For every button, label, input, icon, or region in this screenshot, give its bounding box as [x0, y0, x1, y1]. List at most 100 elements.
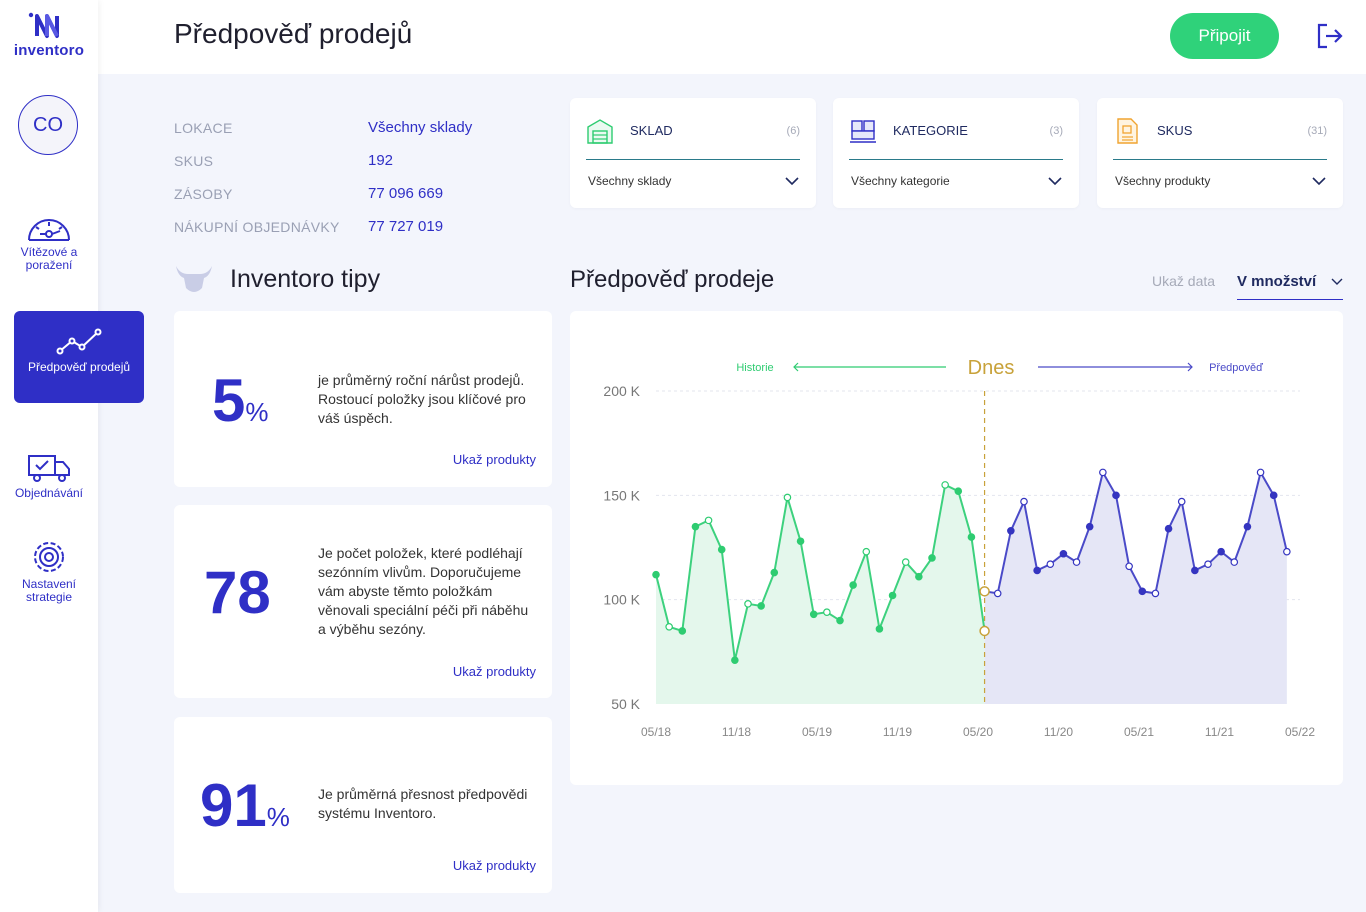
history-point — [783, 493, 792, 502]
logo[interactable]: inventoro — [0, 10, 98, 59]
y-tick-label: 200 K — [603, 383, 640, 399]
filter-skus: SKUS (31) Všechny produkty — [1097, 98, 1343, 208]
info-label: LOKACE — [174, 119, 233, 136]
show-products-link[interactable]: Ukaž produkty — [452, 858, 536, 873]
warehouse-select[interactable]: Všechny sklady — [588, 174, 800, 188]
forecast-point — [1033, 566, 1041, 575]
history-point — [875, 625, 884, 633]
history-point — [678, 627, 687, 635]
history-arrow-head — [793, 362, 799, 372]
history-point — [888, 591, 897, 600]
connect-button[interactable]: Připojit — [1170, 13, 1279, 59]
logo-text: inventoro — [13, 42, 85, 59]
forecast-point — [1112, 491, 1120, 500]
tip-text: Je počet položek, které podléhají sezónn… — [318, 545, 529, 637]
x-tick-label: 05/18 — [641, 725, 671, 739]
bull-head-icon — [176, 266, 212, 292]
page-title: Předpověď prodejů — [174, 18, 413, 49]
show-data-label: Ukaž data — [1152, 273, 1216, 289]
skus-select[interactable]: Všechny produkty — [1115, 174, 1327, 188]
history-point — [901, 558, 910, 566]
chevron-down-icon — [1048, 177, 1062, 186]
filter-header: SKLAD (6) — [586, 114, 800, 160]
show-data-select[interactable]: V množství — [1237, 264, 1343, 300]
history-label: Historie — [736, 362, 773, 374]
tip-suffix: % — [266, 802, 290, 832]
info-row-skus: SKUS 192 — [174, 144, 472, 177]
filter-header: KATEGORIE (3) — [849, 114, 1063, 160]
warehouse-icon — [587, 118, 613, 144]
info-label: ZÁSOBY — [174, 185, 233, 202]
top-bar: Předpověď prodejů Připojit — [98, 0, 1366, 74]
nav-label: Objednávání — [14, 486, 84, 500]
filter-count: (6) — [786, 124, 800, 137]
boxes-icon — [850, 119, 876, 143]
forecast-point — [1151, 589, 1160, 598]
history-point — [796, 537, 805, 546]
speedometer-icon — [28, 219, 70, 241]
info-row-stock: ZÁSOBY 77 096 669 — [174, 177, 472, 210]
forecast-point — [1164, 524, 1173, 533]
forecast-point — [1217, 547, 1225, 556]
x-tick-label: 05/22 — [1285, 725, 1315, 739]
tip-number: 5 — [212, 367, 246, 434]
forecast-point — [1138, 587, 1147, 596]
info-row-location: LOKACE Všechny sklady — [174, 111, 472, 144]
tip-suffix: % — [245, 397, 269, 427]
x-tick-label: 11/21 — [1205, 725, 1234, 739]
history-point — [731, 656, 739, 664]
history-point — [665, 622, 673, 631]
history-point — [941, 481, 949, 489]
x-tick-label: 05/20 — [963, 725, 993, 739]
avatar[interactable]: CO — [18, 95, 78, 155]
nav-label: Vítězové a poražení — [20, 245, 78, 272]
info-row-purchase-orders: NÁKUPNÍ OBJEDNÁVKY 77 727 019 — [174, 210, 472, 243]
nav-strategy-settings[interactable]: Nastavení strategie — [0, 540, 98, 604]
show-products-link[interactable]: Ukaž produkty — [452, 452, 536, 467]
tip-value: 91% — [200, 776, 290, 847]
forecast-point — [1046, 560, 1055, 568]
history-point — [757, 602, 765, 610]
info-value: 77 727 019 — [368, 218, 444, 235]
nav-winners-losers[interactable]: Vítězové a poražení — [0, 212, 98, 272]
tips-header: Inventoro tipy — [174, 262, 380, 296]
forecast-point — [1269, 491, 1278, 500]
summary-info: LOKACE Všechny sklady SKUS 192 ZÁSOBY 77… — [174, 111, 472, 243]
forecast-chart: 200 K 150 K 100 K 50 K05/18 11/18 05/19 11/19 0… — [603, 357, 1315, 739]
history-point — [915, 572, 923, 581]
today-point — [979, 586, 990, 597]
forecast-line — [984, 469, 1288, 595]
forecast-point — [1099, 468, 1107, 477]
history-point — [928, 554, 936, 562]
x-tick-label: 11/20 — [1044, 725, 1073, 739]
x-tick-label: 11/19 — [883, 725, 912, 739]
history-point — [849, 581, 857, 589]
history-point — [717, 545, 726, 554]
forecast-point — [993, 589, 1002, 598]
forecast-point — [1007, 527, 1015, 535]
x-tick-label: 11/18 — [722, 725, 751, 739]
logout-icon[interactable] — [1316, 22, 1344, 50]
y-tick-label: 100 K — [603, 592, 640, 608]
forecast-point — [1230, 558, 1239, 566]
today-point — [979, 625, 990, 637]
trend-line-icon — [56, 328, 102, 355]
forecast-point — [1243, 522, 1252, 531]
nav-sales-forecast[interactable]: Předpověď prodejů — [14, 311, 144, 403]
tip-number: 78 — [204, 559, 271, 626]
history-line — [655, 483, 986, 661]
y-tick-label: 150 K — [603, 487, 640, 503]
forecast-point — [1283, 547, 1291, 556]
category-select[interactable]: Všechny kategorie — [851, 174, 1063, 188]
nav-ordering[interactable]: Objednávání — [0, 453, 98, 500]
tip-value: 5% — [212, 371, 269, 442]
info-value: Všechny sklady — [368, 119, 473, 136]
delivery-truck-icon — [28, 455, 70, 482]
show-products-link[interactable]: Ukaž produkty — [452, 664, 536, 679]
history-point — [770, 568, 779, 577]
chevron-down-icon — [1331, 278, 1343, 285]
filter-title: SKLAD — [630, 123, 673, 138]
tip-text: Je průměrná přesnost předpovědi systému … — [318, 786, 528, 821]
gear-settings-icon — [34, 542, 64, 572]
forecast-area — [984, 472, 1287, 704]
